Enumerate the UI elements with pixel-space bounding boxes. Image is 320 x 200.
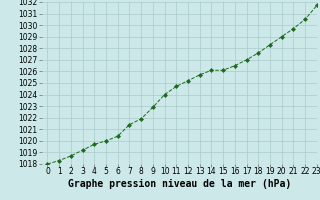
X-axis label: Graphe pression niveau de la mer (hPa): Graphe pression niveau de la mer (hPa)	[68, 179, 291, 189]
